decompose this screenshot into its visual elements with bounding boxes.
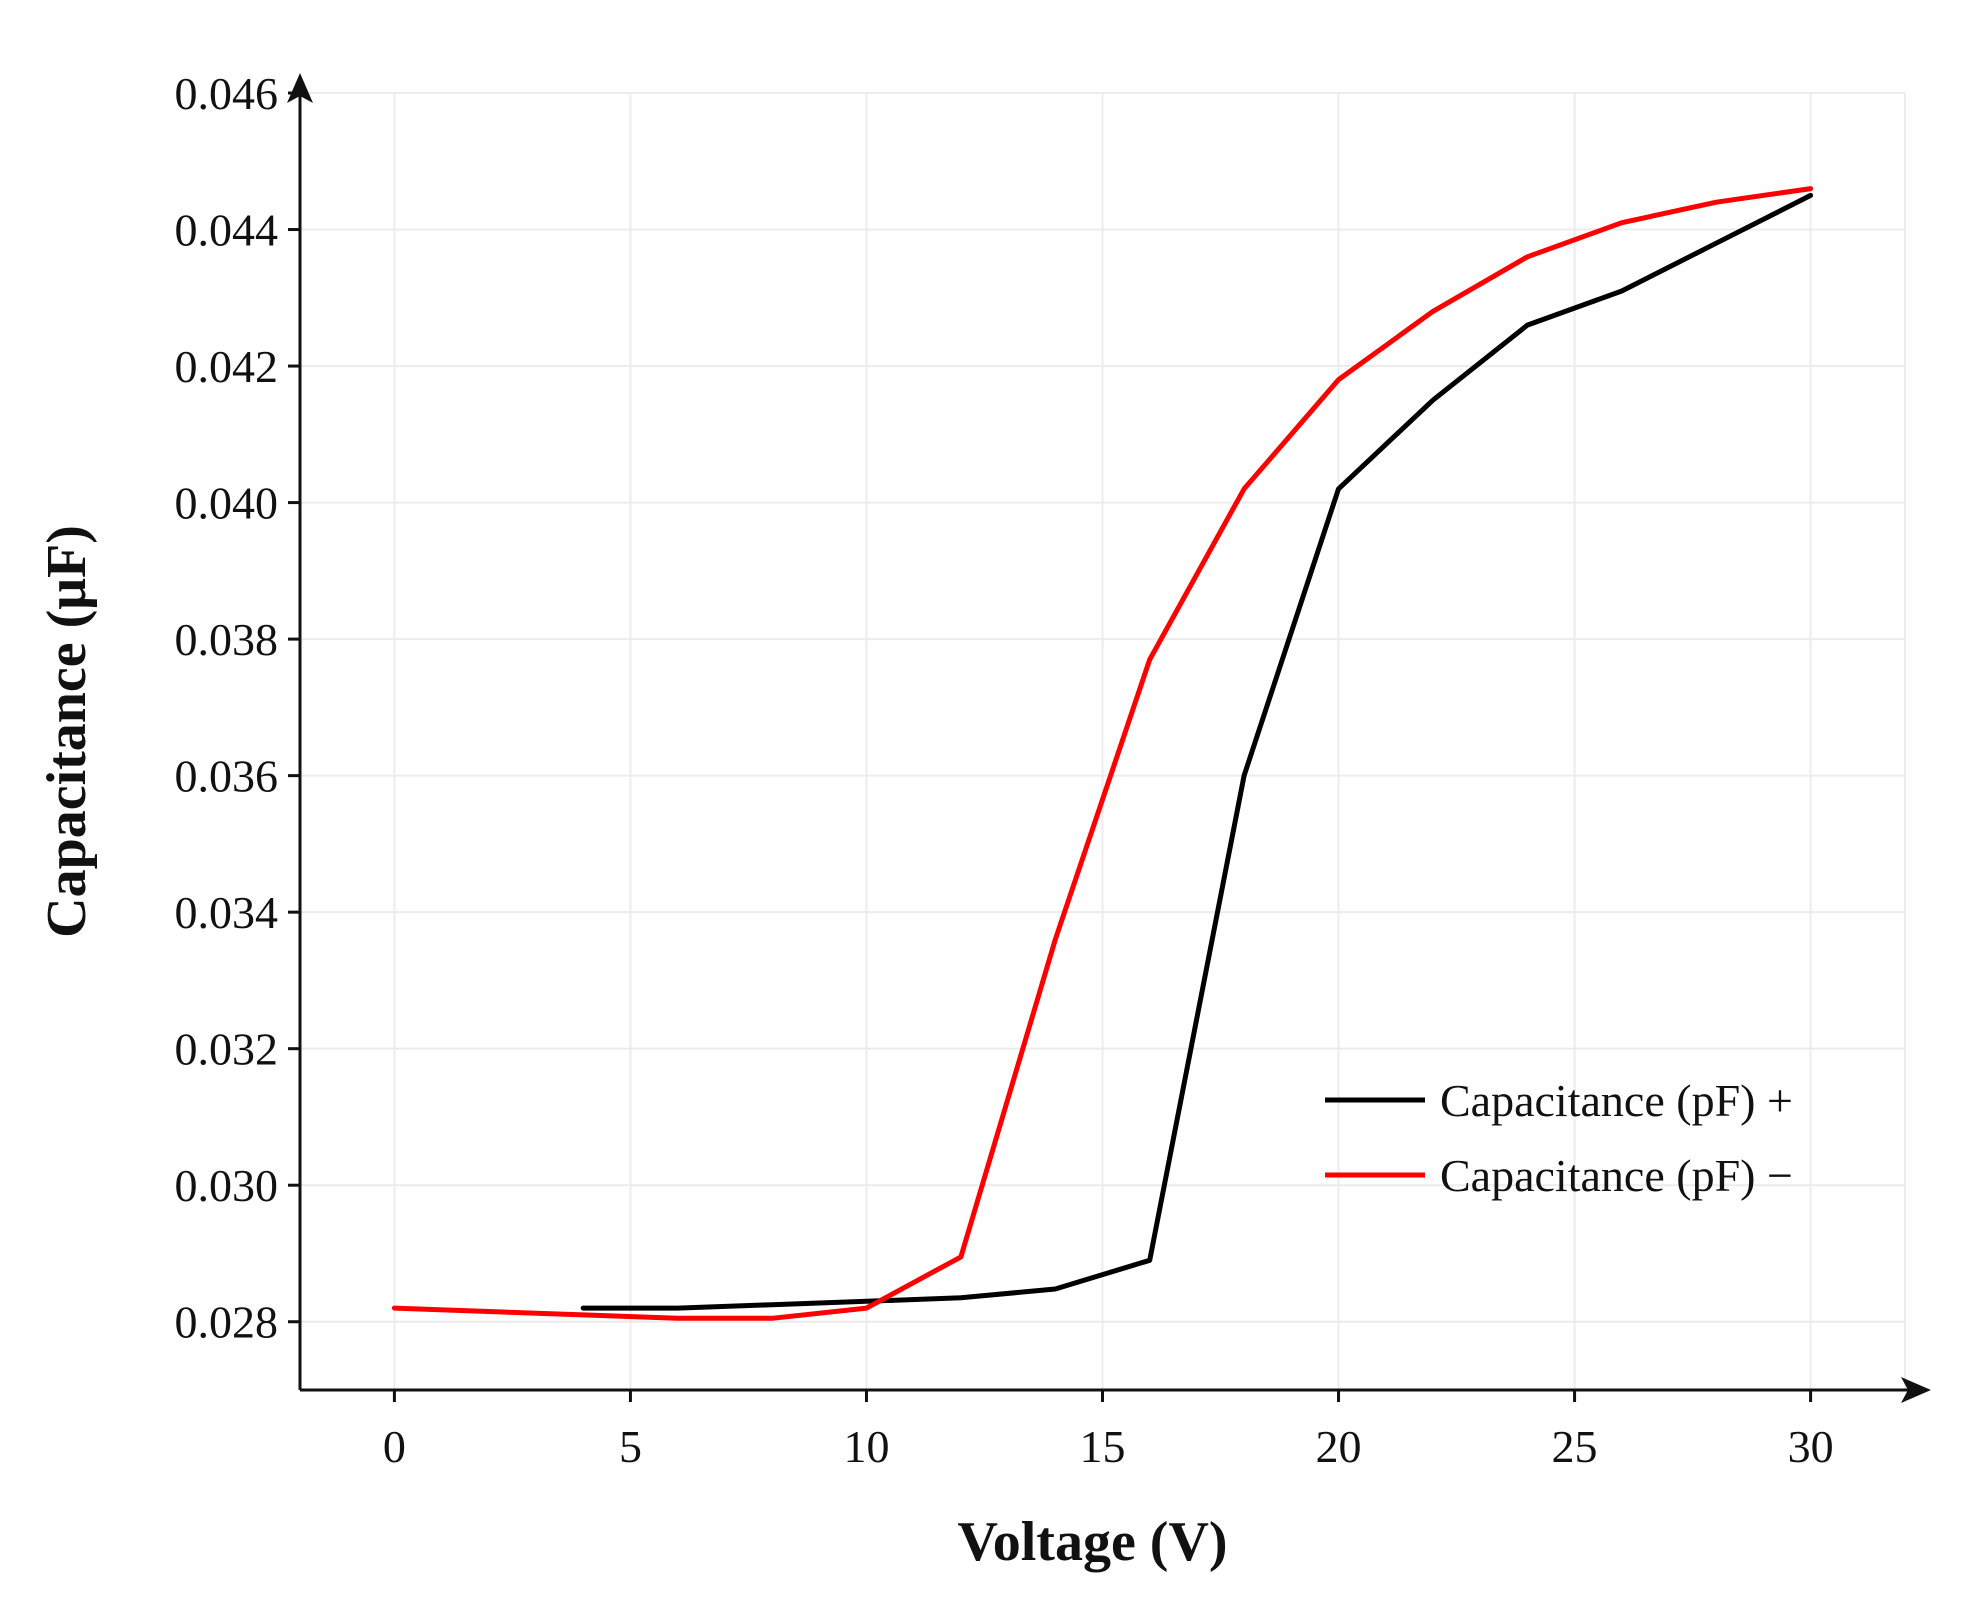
- y-tick-label: 0.030: [175, 1160, 279, 1211]
- y-tick-label: 0.034: [175, 887, 279, 938]
- y-tick-label: 0.028: [175, 1297, 279, 1348]
- y-tick-label: 0.042: [175, 341, 279, 392]
- legend-label-minus: Capacitance (pF) −: [1440, 1150, 1793, 1201]
- series: [391, 186, 1814, 1321]
- series-line-1: [391, 186, 1814, 1321]
- x-axis-title: Voltage (V): [957, 1511, 1227, 1573]
- y-tick-label: 0.040: [175, 478, 279, 529]
- y-tick-label: 0.038: [175, 614, 279, 665]
- y-axis-arrow: [287, 73, 313, 103]
- series-line-0: [580, 192, 1814, 1311]
- legend-label-plus: Capacitance (pF) +: [1440, 1075, 1793, 1126]
- y-tick-label: 0.046: [175, 68, 279, 119]
- x-tick-label: 20: [1316, 1421, 1362, 1472]
- x-tick-label: 5: [619, 1421, 642, 1472]
- x-tick-label: 0: [383, 1421, 406, 1472]
- y-axis-title: Capacitance (μF): [36, 525, 98, 938]
- legend: Capacitance (pF) + Capacitance (pF) −: [1325, 1075, 1793, 1201]
- x-axis-arrow: [1901, 1377, 1931, 1403]
- x-tick-label: 15: [1080, 1421, 1126, 1472]
- axes: [287, 73, 1931, 1403]
- x-tick-label: 30: [1788, 1421, 1834, 1472]
- x-tick-label: 25: [1552, 1421, 1598, 1472]
- ticks: 0 5 10 15 20 25 30 0.028 0.030 0.032 0.034 0.036 0.0…: [175, 68, 1834, 1472]
- y-tick-label: 0.032: [175, 1024, 279, 1075]
- y-tick-label: 0.044: [175, 205, 279, 256]
- y-tick-label: 0.036: [175, 751, 279, 802]
- x-tick-label: 10: [843, 1421, 889, 1472]
